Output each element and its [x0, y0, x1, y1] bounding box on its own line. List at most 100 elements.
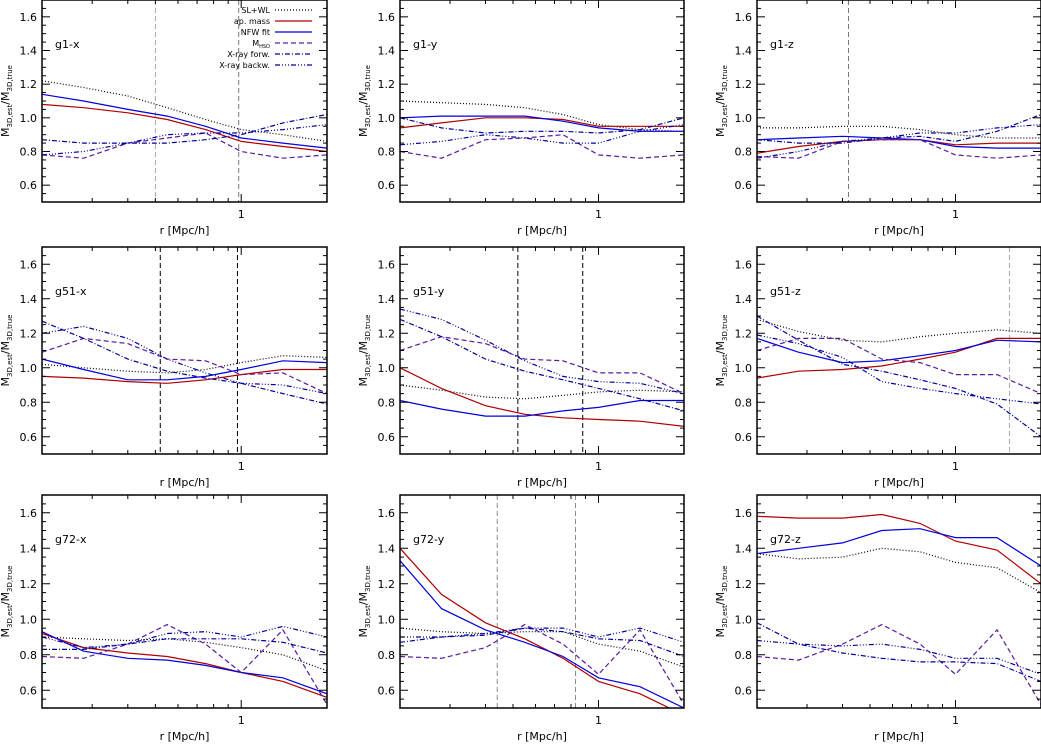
x-tick-label: 1 — [595, 714, 602, 727]
y-tick-label: 0.6 — [735, 684, 753, 697]
legend-label-slwl: SL+WL — [241, 6, 270, 15]
series-group — [757, 513, 1041, 705]
plot-frame — [399, 494, 685, 709]
plot-frame — [756, 246, 1041, 455]
panel-label: g72-x — [55, 533, 87, 546]
series-xbw — [400, 308, 684, 395]
y-axis-title: M3D,est/M3D,true — [714, 315, 729, 387]
y-tick-label: 0.8 — [735, 649, 753, 662]
x-tick-label: 1 — [238, 714, 245, 727]
x-axis-title: r [Mpc/h] — [160, 476, 210, 489]
legend-label-nfw: NFW fit — [241, 28, 270, 37]
series-group — [42, 320, 327, 405]
panel-g51-x: 0.6 0.8 1.0 1.2 1.4 1.6 1 r [Mpc/h] M3D,est/M3D,… — [0, 246, 328, 489]
y-tick-label: 1.4 — [735, 45, 753, 58]
y-axis-title: M3D,est/M3D,true — [357, 315, 372, 387]
series-nfw — [757, 528, 1041, 567]
y-tick-label: 1.6 — [735, 258, 753, 271]
y-tick-label: 1.6 — [378, 507, 396, 520]
y-axis-title: M3D,est/M3D,true — [714, 566, 729, 638]
x-axis-title: r [Mpc/h] — [874, 224, 924, 237]
legend-label-mhse: MHSO — [252, 39, 270, 50]
y-tick-label: 0.6 — [378, 179, 396, 192]
series-xfw — [757, 622, 1041, 682]
x-tick-label: 1 — [952, 460, 959, 473]
series-mhse — [42, 337, 327, 395]
x-tick-label: 1 — [238, 460, 245, 473]
x-axis-title: r [Mpc/h] — [874, 476, 924, 489]
panel-label: g72-z — [770, 533, 801, 546]
y-tick-label: 1.2 — [378, 578, 396, 591]
panel-label: g72-y — [413, 533, 445, 546]
y-tick-label: 1.4 — [735, 542, 753, 555]
y-tick-label: 1.6 — [20, 11, 38, 24]
series-xbw — [400, 124, 684, 146]
y-tick-label: 0.8 — [20, 649, 38, 662]
series-apmass — [400, 547, 671, 708]
series-mhse — [400, 623, 684, 705]
series-nfw — [42, 93, 327, 149]
y-tick-label: 0.6 — [735, 431, 753, 444]
series-slwl — [400, 627, 684, 668]
y-axis-title: M3D,est/M3D,true — [357, 65, 372, 137]
y-tick-label: 0.6 — [20, 179, 38, 192]
y-tick-label: 1.6 — [378, 11, 396, 24]
panel-g51-y: 0.6 0.8 1.0 1.2 1.4 1.6 1 r [Mpc/h] M3D,est/M3D,… — [357, 246, 685, 489]
y-tick-label: 0.8 — [378, 146, 396, 159]
series-xbw — [400, 627, 684, 643]
x-axis-title: r [Mpc/h] — [517, 476, 567, 489]
y-tick-label: 1.2 — [20, 578, 38, 591]
y-tick-label: 1.0 — [735, 112, 753, 125]
y-axis-title: M3D,est/M3D,true — [0, 566, 14, 638]
y-tick-label: 1.6 — [378, 258, 396, 271]
legend-label-xfw: X-ray forw. — [227, 50, 270, 59]
panel-label: g1-z — [770, 38, 794, 51]
series-xfw — [757, 113, 1041, 144]
series-apmass — [757, 337, 1041, 379]
series-xfw — [400, 318, 684, 412]
y-tick-label: 0.6 — [20, 684, 38, 697]
y-tick-label: 1.0 — [378, 613, 396, 626]
series-slwl — [757, 125, 1041, 139]
series-apmass — [42, 368, 327, 384]
series-mhse — [757, 623, 1041, 705]
y-tick-label: 1.4 — [378, 542, 396, 555]
series-apmass — [42, 632, 327, 698]
y-tick-label: 1.6 — [735, 11, 753, 24]
series-group — [757, 113, 1041, 159]
y-tick-label: 1.2 — [378, 327, 396, 340]
y-tick-label: 1.4 — [20, 45, 38, 58]
series-xbw — [42, 625, 327, 649]
y-tick-label: 0.8 — [20, 396, 38, 409]
series-nfw — [400, 560, 684, 708]
x-tick-label: 1 — [595, 208, 602, 221]
y-tick-label: 1.0 — [378, 362, 396, 375]
y-tick-label: 1.2 — [735, 327, 753, 340]
y-tick-label: 1.6 — [20, 258, 38, 271]
y-axis-title: M3D,est/M3D,true — [0, 315, 14, 387]
plot-frame — [756, 0, 1041, 203]
y-tick-label: 1.2 — [378, 78, 396, 91]
panel-label: g51-z — [770, 285, 801, 298]
y-tick-label: 0.8 — [378, 649, 396, 662]
plot-frame — [41, 494, 328, 709]
y-tick-label: 1.6 — [20, 507, 38, 520]
series-apmass — [42, 103, 327, 153]
legend-label-apmass: ap. mass — [234, 17, 270, 26]
series-nfw — [757, 135, 1041, 149]
series-xfw — [42, 638, 327, 654]
panel-g51-z: 0.6 0.8 1.0 1.2 1.4 1.6 1 r [Mpc/h] M3D,est/M3D,… — [714, 246, 1041, 489]
y-tick-label: 0.6 — [378, 431, 396, 444]
series-apmass — [757, 139, 1041, 154]
y-tick-label: 1.2 — [735, 78, 753, 91]
plot-frame — [399, 246, 685, 455]
series-mhse — [757, 337, 1041, 395]
y-tick-label: 1.4 — [20, 542, 38, 555]
series-mhse — [400, 336, 684, 395]
y-tick-label: 1.4 — [378, 293, 396, 306]
series-nfw — [42, 631, 327, 695]
series-nfw — [757, 337, 1041, 364]
series-group — [400, 547, 684, 708]
y-tick-label: 1.2 — [20, 327, 38, 340]
